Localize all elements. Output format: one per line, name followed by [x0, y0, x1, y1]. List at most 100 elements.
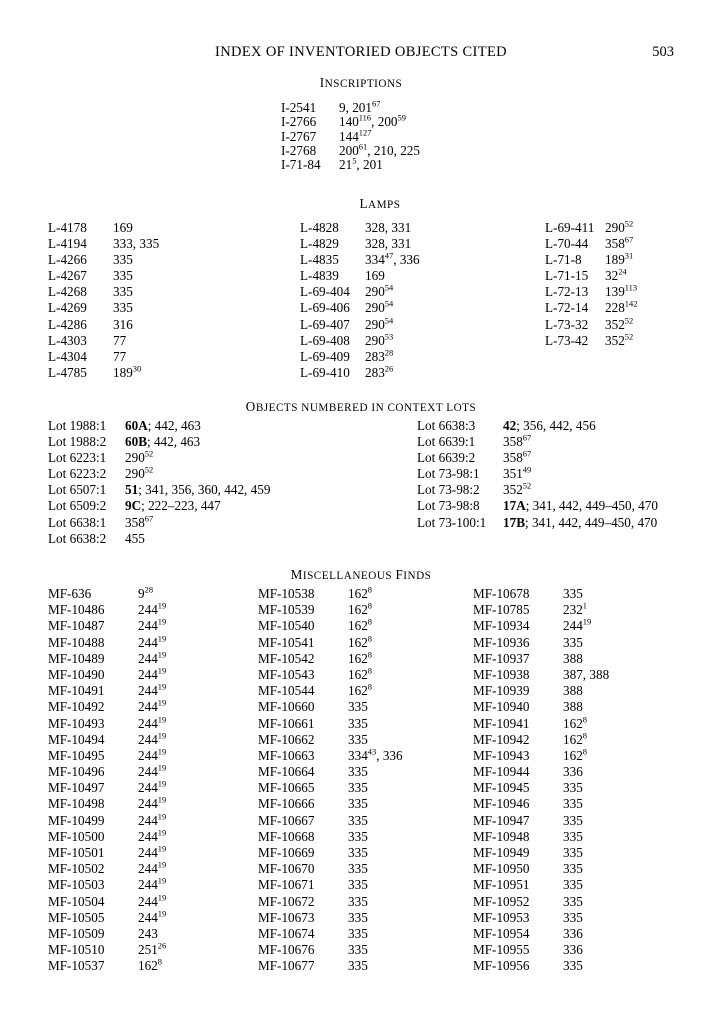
heading-initial-cap: O [245, 399, 256, 414]
entry-label: MF-10938 [473, 666, 530, 682]
entry-page-references: 335 [113, 284, 133, 300]
entry-page-references: 336 [563, 764, 583, 780]
entry-page-references: 24419 [138, 778, 167, 796]
entry-page-references: 335 [563, 634, 583, 650]
section-heading-lamps: LAMPS [300, 196, 460, 212]
index-entry-row: MF-10510 25126 [48, 942, 166, 958]
index-entry-row: MF-10503 24419 [48, 877, 166, 893]
entry-page-references: 35867 [125, 513, 154, 530]
entry-page-references: 1628 [348, 616, 372, 634]
entry-page-references: 336 [563, 925, 583, 941]
entry-page-references: 169 [113, 220, 133, 235]
entry-label: Lot 6509:2 [48, 498, 107, 514]
entry-page-references: 24419 [138, 665, 167, 682]
entry-label: MF-10667 [258, 812, 315, 828]
index-entry-row: L-71-15 3224 [545, 268, 637, 284]
entry-page-references: 1628 [563, 730, 587, 747]
misc-finds-column-1: MF-636 928 MF-10486 24419 MF-10487 24419 MF-10… [48, 585, 167, 975]
entry-page-references: 9C; 222–223, 447 [125, 498, 221, 514]
entry-label: Lot 73-98:1 [417, 466, 480, 482]
index-entry-row: L-4268 335 [48, 284, 159, 300]
entry-label: MF-10660 [258, 699, 315, 715]
entry-label: MF-10947 [473, 812, 530, 828]
index-entry-row: MF-10948 335 [473, 829, 609, 845]
entry-page-references: 335 [563, 877, 583, 893]
page-title: INDEX OF INVENTORIED OBJECTS CITED [215, 44, 507, 60]
entry-page-references: 335 [348, 909, 368, 925]
entry-label: MF-636 [48, 586, 92, 601]
index-entry-row: Lot 1988:2 60B; 442, 463 [48, 434, 270, 450]
entry-page-references: 9, 20167 [339, 98, 381, 115]
index-entry-row: MF-10665 335 [258, 780, 403, 796]
index-entry-row: MF-10499 24419 [48, 812, 166, 829]
section-heading-context-lots: OBJECTS NUMBERED IN CONTEXT LOTS [181, 399, 541, 415]
entry-label: MF-10949 [473, 845, 530, 860]
heading-remainder: NSCRIPTIONS [324, 78, 403, 90]
misc-finds-column-3: MF-10678 335 MF-10785 2321 MF-10934 24419 MF-1… [473, 586, 609, 975]
entry-page-references: 388 [563, 683, 583, 699]
entry-page-references: 18930 [113, 363, 142, 380]
context-lots-column-1: Lot 1988:1 60A; 442, 463 Lot 1988:2 60B; 44… [48, 418, 270, 547]
index-entry-row: MF-636 928 [48, 585, 166, 602]
entry-page-references: 20061, 210, 225 [339, 141, 420, 158]
index-entry-row: L-70-44 35867 [545, 234, 637, 252]
index-entry-row: Lot 6639:2 35867 [417, 450, 658, 466]
index-entry-row: MF-10941 1628 [473, 715, 609, 732]
entry-page-references: 335 [348, 942, 368, 958]
entry-page-references: 24419 [138, 859, 167, 877]
entry-page-references: 328, 331 [365, 236, 412, 252]
entry-page-references: 24419 [138, 681, 167, 699]
entry-page-references: 333, 335 [113, 236, 160, 252]
heading-remainder: AMPS [368, 199, 401, 211]
entry-page-references: 316 [113, 316, 133, 332]
entry-label: Lot 6223:2 [48, 466, 107, 482]
entry-label: L-4303 [48, 332, 87, 348]
entry-label: MF-10661 [258, 715, 315, 731]
entry-label: MF-10499 [48, 812, 105, 828]
entry-label: MF-10668 [258, 828, 315, 844]
entry-label: MF-10934 [473, 618, 530, 634]
index-entry-row: I-2541 9, 20167 [281, 98, 420, 115]
page-number: 503 [652, 44, 674, 60]
index-entry-row: L-73-32 35252 [545, 315, 637, 333]
index-entry-row: L-69-407 29054 [300, 316, 420, 333]
index-entry-row: MF-10539 1628 [258, 602, 403, 618]
entry-label: MF-10491 [48, 683, 105, 699]
index-entry-row: MF-10505 24419 [48, 909, 166, 926]
index-entry-row: L-4178 169 [48, 220, 159, 236]
index-entry-row: L-4286 316 [48, 317, 159, 333]
entry-page-references: 335 [348, 699, 368, 715]
entry-page-references: 35867 [503, 448, 532, 466]
entry-label: MF-10510 [48, 942, 105, 958]
index-entry-row: L-69-408 29053 [300, 332, 420, 349]
entry-page-references: 29052 [125, 448, 154, 466]
index-entry-row: MF-10496 24419 [48, 763, 166, 780]
entry-page-references: 60B; 442, 463 [125, 434, 201, 450]
entry-label: L-72-14 [545, 300, 589, 316]
entry-page-references: 35867 [605, 234, 634, 252]
entry-label: MF-10504 [48, 893, 105, 909]
entry-label: MF-10669 [258, 845, 315, 860]
index-entry-row: L-4304 77 [48, 349, 159, 365]
entry-page-references: 335 [348, 715, 368, 731]
index-entry-row: L-72-13 139113 [545, 284, 637, 300]
entry-page-references: 17B; 341, 442, 449–450, 470 [503, 514, 658, 530]
index-entry-row: MF-10663 33443, 336 [258, 747, 403, 764]
entry-page-references: 35252 [605, 315, 634, 332]
entry-label: MF-10487 [48, 618, 105, 634]
entry-label: L-71-8 [545, 252, 582, 268]
entry-label: MF-10945 [473, 780, 530, 796]
entry-label: MF-10490 [48, 666, 105, 682]
index-entry-row: MF-10664 335 [258, 764, 403, 780]
entry-label: MF-10952 [473, 893, 530, 909]
index-entry-row: MF-10934 24419 [473, 618, 609, 634]
entry-label: L-69-410 [300, 364, 350, 380]
entry-page-references: 335 [113, 268, 133, 284]
index-entry-row: I-71-84 215, 201 [281, 157, 420, 172]
entry-page-references: 335 [563, 909, 583, 925]
entry-label: MF-10500 [48, 828, 105, 844]
index-entry-row: MF-10660 335 [258, 699, 403, 715]
entry-page-references: 28326 [365, 363, 394, 380]
entry-page-references: 328, 331 [365, 220, 412, 235]
